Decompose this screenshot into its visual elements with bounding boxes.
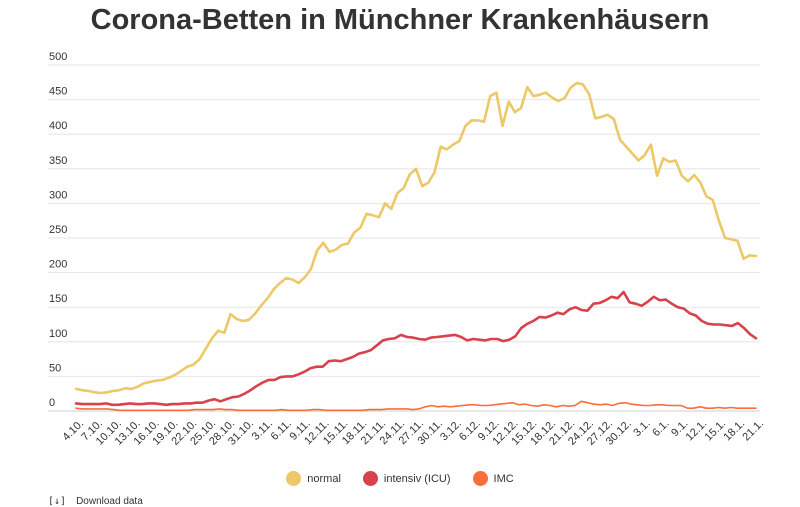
- legend-item-imc[interactable]: IMC: [472, 471, 514, 486]
- download-data-link[interactable]: [↓] Download data: [48, 496, 143, 507]
- y-tick-label: 400: [49, 120, 67, 132]
- y-tick-label: 50: [49, 362, 61, 374]
- chart-plot-area: 0 50 100 150 200 250 300 350 400 450 500 4.10.7.10…: [48, 51, 766, 448]
- series-lines: [74, 81, 758, 412]
- x-tick-label: 3.11.: [250, 418, 275, 443]
- y-tick-label: 100: [49, 328, 67, 340]
- x-tick-label: 21.1.: [740, 418, 766, 444]
- download-data-label: Download data: [76, 496, 143, 507]
- y-tick-label: 500: [49, 51, 67, 63]
- legend-swatch: [286, 471, 302, 486]
- y-tick-label: 350: [49, 155, 67, 167]
- chart-title: Corona-Betten in Münchner Krankenhäusern: [90, 4, 710, 36]
- legend-swatch: [472, 471, 488, 486]
- legend-item-normal[interactable]: normal: [286, 471, 341, 486]
- x-axis-ticks: 4.10.7.10.10.10.13.10.16.10.19.10.22.10.…: [60, 418, 766, 448]
- legend-label: normal: [307, 472, 341, 485]
- y-tick-label: 200: [49, 259, 67, 271]
- y-tick-label: 450: [49, 86, 67, 98]
- series-line-intensiv-icu: [74, 290, 758, 407]
- series-line-imc: [75, 400, 757, 412]
- legend-item-intensiv-icu[interactable]: intensiv (ICU): [362, 471, 451, 486]
- y-tick-label: 300: [49, 189, 67, 201]
- legend-label: intensiv (ICU): [383, 472, 451, 485]
- y-tick-label: 250: [49, 224, 67, 236]
- download-icon: [↓]: [48, 496, 67, 507]
- legend-label: IMC: [493, 472, 514, 485]
- y-tick-label: 0: [49, 397, 55, 409]
- y-axis-ticks: 0 50 100 150 200 250 300 350 400 450 500: [49, 51, 67, 409]
- legend-swatch: [362, 471, 378, 486]
- x-tick-label: 6.11.: [269, 418, 294, 443]
- legend: normal intensiv (ICU) IMC: [0, 471, 800, 486]
- gridlines: [48, 64, 760, 412]
- x-tick-label: 3.1.: [631, 418, 652, 439]
- y-tick-label: 150: [49, 293, 67, 305]
- x-tick-label: 6.1.: [650, 418, 671, 439]
- series-line-normal: [74, 81, 758, 395]
